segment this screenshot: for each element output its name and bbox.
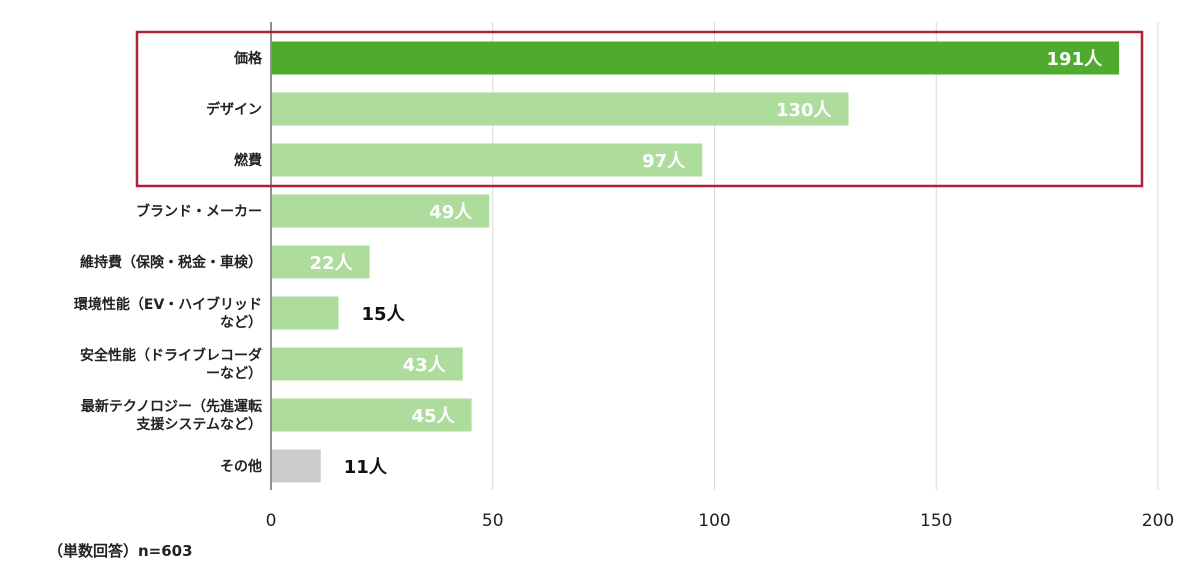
- data-label: 45人: [412, 406, 456, 427]
- x-tick-label: 150: [920, 511, 952, 531]
- category-label: 価格: [233, 50, 263, 67]
- bar: [272, 245, 370, 279]
- data-label: 43人: [403, 355, 447, 376]
- highlight-box: [135, 30, 1144, 188]
- bars: 191人 130人 97人 49人 22人 15人 43人 45人 11人: [272, 41, 1120, 483]
- category-label: ーなど）: [206, 366, 262, 382]
- bar: [272, 449, 321, 483]
- category-label: 最新テクノロジー（先進運転: [81, 398, 262, 415]
- x-tick-labels: 0 50 100 150 200: [266, 511, 1175, 531]
- bar: [272, 92, 849, 126]
- category-label: 支援システムなど）: [135, 416, 262, 433]
- category-label: 安全性能（ドライブレコーダ: [80, 347, 262, 364]
- x-tick-label: 50: [482, 511, 504, 531]
- x-tick-label: 100: [698, 511, 730, 531]
- bar: [272, 143, 703, 177]
- x-tick-label: 0: [266, 511, 277, 531]
- x-tick-label: 200: [1142, 511, 1174, 531]
- category-label: 維持費（保険・税金・車検）: [80, 254, 262, 271]
- data-label: 11人: [344, 457, 388, 478]
- category-label: 燃費: [234, 152, 262, 169]
- bar: [272, 296, 339, 330]
- data-label: 15人: [362, 304, 406, 325]
- footnote: （単数回答）n=603: [48, 542, 193, 560]
- bar: [272, 347, 463, 381]
- bar: [272, 194, 490, 228]
- bar: [272, 398, 472, 432]
- bar: [272, 41, 1120, 75]
- data-label: 130人: [776, 100, 833, 121]
- category-label: ブランド・メーカー: [136, 203, 262, 220]
- category-label: 環境性能（EV・ハイブリッド: [74, 296, 262, 313]
- category-label: その他: [220, 458, 262, 475]
- data-label: 191人: [1047, 49, 1104, 70]
- category-label: など）: [220, 315, 262, 331]
- data-label: 49人: [429, 202, 473, 223]
- data-label: 22人: [310, 253, 354, 274]
- data-label: 97人: [642, 151, 686, 172]
- category-label: デザイン: [206, 101, 262, 118]
